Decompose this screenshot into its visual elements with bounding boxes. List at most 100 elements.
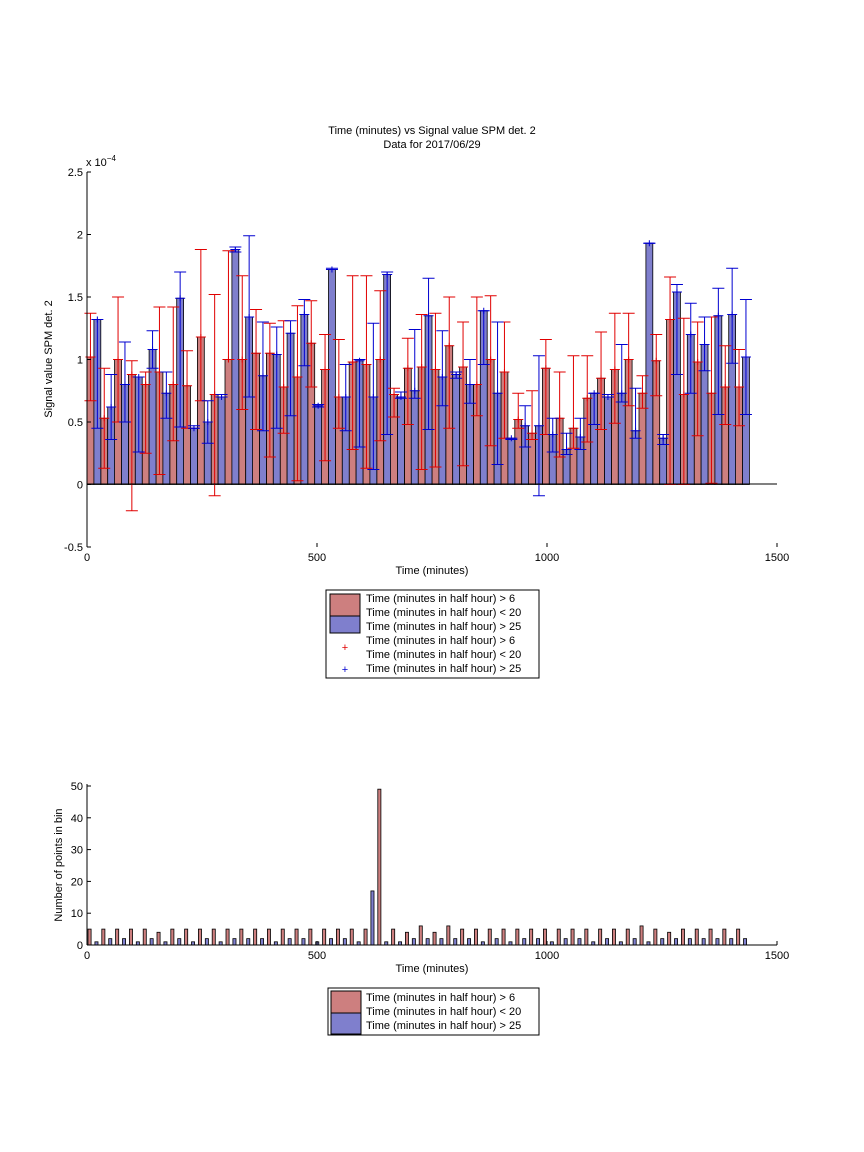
bar-blue-9 [217,396,226,485]
errbar-red-22 [388,387,401,418]
errbar-red-3 [125,360,138,512]
x-axis-label: Time (minutes) [396,565,469,577]
legend-entry-5: Time (minutes in half hour) < 20 [366,649,521,661]
errbar-red-36 [581,355,594,443]
errbar-blue-24 [422,277,435,430]
x-tick-label: 500 [308,552,326,564]
errbar-red-33 [539,339,552,435]
errbar-red-18 [332,339,345,429]
errbar-red-41 [650,334,663,397]
errbar-red-26 [443,296,456,429]
errbar-red-46 [719,345,732,425]
bar-blue-41 [659,437,668,485]
legend-entry-4: Time (minutes in half hour) > 6 [366,635,515,647]
count-bar-red-24 [418,925,423,946]
count-bar-red-40 [639,925,644,946]
errbar-red-12 [250,309,263,430]
chart-title: Time (minutes) vs Signal value SPM det. … [328,125,535,137]
signal-error-bars [84,235,752,512]
errbar-red-38 [608,312,621,424]
errbar-blue-15 [298,299,311,367]
count-bar-red-22 [391,928,396,946]
count-y-tick-label: 10 [71,908,83,920]
count-legend-swatch-blue [330,1012,362,1035]
count-bar-red-1 [101,928,106,946]
errbar-red-44 [691,321,704,437]
count-bar-blue-35 [577,938,582,946]
errbar-red-27 [457,321,470,467]
errbar-blue-19 [353,357,366,448]
count-bar-red-34 [556,928,561,946]
errbar-red-11 [236,275,249,410]
errbar-blue-18 [339,364,352,432]
count-bar-red-36 [584,928,589,946]
bar-blue-26 [452,374,461,485]
count-bar-red-41 [653,928,658,946]
errbar-blue-38 [615,344,628,403]
errbar-blue-23 [408,329,421,399]
count-bar-red-17 [322,928,327,946]
count-bar-red-3 [128,928,133,946]
x-ticks: 0 500 1000 1500 [84,543,789,564]
count-bar-red-27 [460,928,465,946]
count-bar-blue-20 [370,890,375,946]
count-bar-red-11 [239,928,244,946]
y-tick-label: 2 [77,230,83,242]
errbar-blue-35 [574,417,587,450]
errbar-blue-14 [284,320,297,417]
bar-blue-7 [190,427,198,485]
count-bar-red-31 [515,928,520,946]
errbar-red-17 [319,334,332,462]
y-tick-label: 1.5 [68,292,83,304]
count-bar-red-28 [473,928,478,946]
x-tick-label: 0 [84,552,90,564]
count-legend-swatch-red [330,990,362,1015]
errbar-blue-40 [643,240,656,247]
count-bar-blue-27 [467,938,472,946]
count-y-tick-label: 0 [77,940,83,952]
errbar-blue-5 [160,371,173,419]
errbar-red-1 [98,367,111,469]
count-bar-red-21 [377,788,382,946]
errbar-red-9 [208,294,221,497]
y-exponent-label: x 10−4 [86,154,116,169]
errbar-red-35 [567,355,580,449]
count-bar-red-26 [446,925,451,946]
count-bar-blue-11 [246,938,251,946]
bar-blue-39 [631,430,640,485]
legend-marker-blue: + [342,664,348,676]
errbar-red-25 [429,312,442,468]
errbar-blue-44 [698,316,711,372]
count-bar-red-37 [598,928,603,946]
count-bar-blue-15 [301,938,306,946]
bar-blue-10 [231,249,240,485]
errbar-blue-28 [477,307,490,365]
errbar-blue-7 [187,425,200,432]
errbar-blue-0 [91,316,104,429]
count-y-tick-label: 30 [71,845,83,857]
bar-blue-38 [617,392,626,485]
count-bar-red-5 [156,931,161,946]
count-bar-red-16 [308,928,313,946]
errbar-red-0 [84,312,97,402]
errbar-blue-26 [450,371,463,379]
y-tick-label: 2.5 [68,167,83,179]
count-legend-entry-1: Time (minutes in half hour) > 6 [366,992,515,1004]
count-bar-blue-18 [342,938,347,946]
count-bar-red-9 [211,928,216,946]
count-bar-red-29 [487,928,492,946]
legend-entry-2: Time (minutes in half hour) < 20 [366,607,521,619]
errbar-red-14 [277,320,290,434]
count-bar-red-38 [612,928,616,946]
count-bar-red-6 [170,928,175,946]
count-bar-red-2 [115,928,120,946]
count-bar-blue-43 [687,938,692,946]
errbar-red-10 [222,250,235,363]
legend-entry-6: Time (minutes in half hour) > 25 [366,663,521,675]
count-x-axis-label: Time (minutes) [396,963,469,975]
errbar-red-15 [291,305,304,482]
errbar-blue-21 [381,271,394,435]
errbar-blue-1 [105,374,118,440]
